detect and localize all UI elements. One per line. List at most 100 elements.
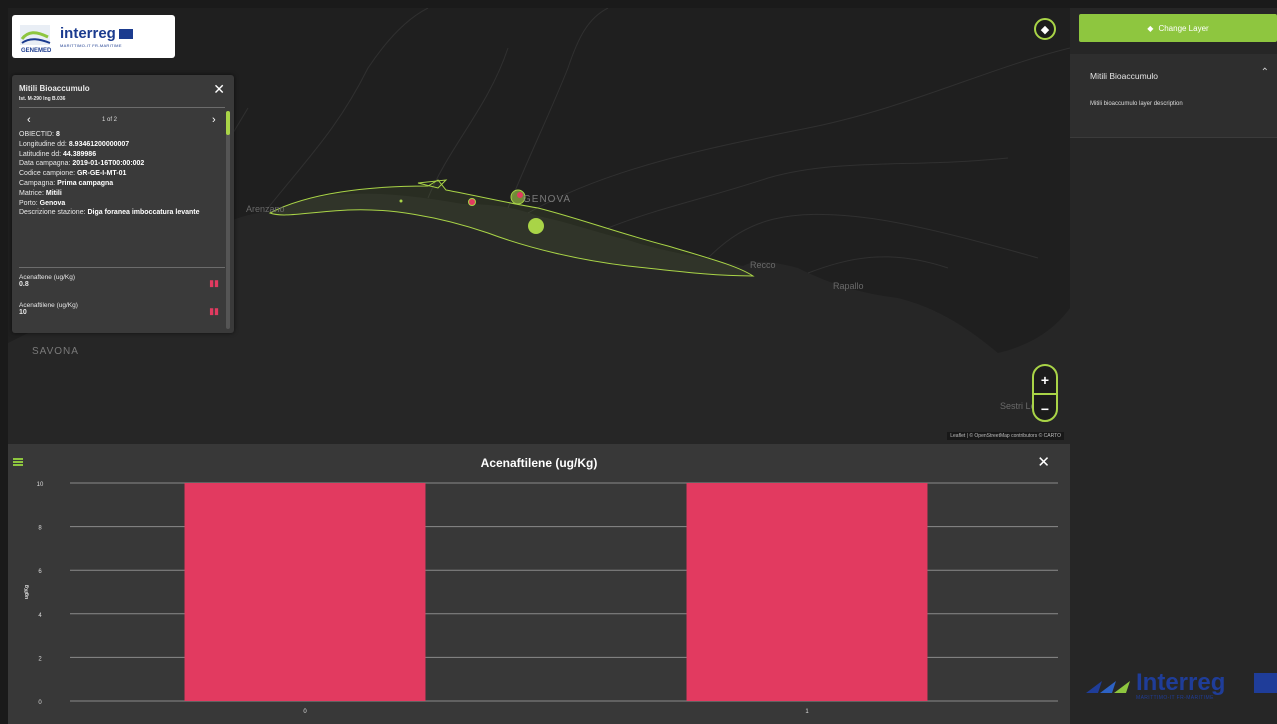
interreg-logo-word: interreg [60, 25, 116, 42]
map-label-rapallo: Rapallo [833, 281, 864, 291]
eu-flag-icon [1254, 673, 1277, 693]
chart-panel: 0 2 4 6 8 10 ug/Kg 0 1 Acenaftilene (ug/Kg) ✕ [8, 444, 1070, 724]
popup-divider [19, 107, 225, 108]
zoom-out-button[interactable]: − [1040, 400, 1050, 417]
popup-divider [19, 267, 225, 268]
measure-acenaftene: Acenaftene (ug/Kg) 0.8 ▮▮ [19, 274, 219, 288]
field-value: Diga foranea imboccatura levante [87, 209, 200, 217]
feature-popup: Mitili Bioaccumulo Ist. M-290 Ing B.036 … [12, 75, 234, 333]
map-label-recco: Recco [750, 260, 776, 270]
interreg-footer-word: Interreg [1136, 669, 1226, 696]
genemed-logo-text: GENEMED [21, 48, 52, 54]
field-longitude: Longitudine dd: 8.93461200000007 [19, 140, 219, 150]
interreg-logo-subtitle: MARITTIMO-IT FR-MARITIME [60, 43, 122, 48]
y-tick-label: 4 [38, 613, 42, 619]
x-tick-label: 1 [805, 709, 809, 715]
y-tick-label: 10 [37, 482, 44, 488]
popup-close-button[interactable]: ✕ [213, 81, 225, 98]
y-axis-label: ug/Kg [24, 585, 30, 599]
zoom-control: + − [1032, 364, 1058, 422]
zoom-in-button[interactable]: + [1040, 371, 1050, 388]
chart-title: Acenaftilene (ug/Kg) [480, 456, 598, 470]
zoom-divider [1034, 393, 1056, 395]
change-layer-label: Change Layer [1158, 23, 1209, 33]
layer-name: Mitili Bioaccumulo [1090, 71, 1159, 81]
close-icon: ✕ [1037, 454, 1050, 471]
field-label: Codice campione: [19, 170, 76, 178]
layers-toggle-button[interactable]: ◆ [1034, 18, 1056, 40]
field-objectid: OBIECTID: 8 [19, 130, 219, 140]
bar-chart-icon[interactable]: ▮▮ [209, 278, 219, 288]
interreg-logo: interreg MARITTIMO-IT FR-MARITIME [60, 25, 133, 48]
x-tick-label: 0 [303, 709, 307, 715]
field-date: Data campagna: 2019-01-16T00:00:002 [19, 159, 219, 169]
bar-chart: 0 2 4 6 8 10 ug/Kg 0 1 [24, 482, 1058, 715]
y-tick-label: 0 [38, 700, 42, 706]
field-label: Descrizione stazione: [19, 209, 86, 217]
popup-prev-button[interactable]: ‹ [27, 114, 31, 126]
field-value: 2019-01-16T00:00:002 [72, 160, 145, 168]
field-latitude: Latitudine dd: 44.389986 [19, 150, 219, 160]
interreg-footer-logo: Interreg MARITTIMO-IT FR-MARITIME [1084, 669, 1277, 709]
eu-flag-icon [118, 28, 133, 39]
genemed-logo: GENEMED [18, 19, 54, 55]
field-label: Porto: [19, 199, 38, 207]
measure-value: 10 [19, 309, 27, 316]
interreg-arrows-icon [1086, 681, 1130, 693]
field-port: Porto: Genova [19, 199, 219, 209]
interreg-footer-subtitle: MARITTIMO-IT FR-MARITIME [1136, 695, 1214, 701]
popup-scrollbar-thumb[interactable] [226, 111, 230, 135]
field-value: 8.93461200000007 [68, 140, 130, 148]
field-value: Prima campagna [57, 179, 114, 187]
bar-1[interactable] [686, 483, 928, 701]
field-matrix: Matrice: Mitili [19, 189, 219, 199]
bar-0[interactable] [184, 483, 426, 701]
popup-title: Mitili Bioaccumulo [19, 84, 90, 93]
chevron-right-icon: › [212, 114, 216, 126]
map-attribution[interactable]: Leaflet | © OpenStreetMap contributors ©… [947, 432, 1064, 440]
field-value: GR-GE-I-MT-01 [76, 170, 127, 178]
field-label: Campagna: [19, 179, 56, 187]
project-logo: GENEMED interreg MARITTIMO-IT FR-MARITIM… [12, 15, 175, 58]
field-label: Matrice: [19, 189, 44, 197]
map-label-genova: GENOVA [523, 194, 572, 205]
popup-scrollbar[interactable] [226, 111, 230, 329]
map-basemap [8, 8, 1070, 353]
measure-label: Acenaftilene (ug/Kg) [19, 302, 78, 309]
layer-description: Mitili bioaccumulo layer description [1090, 101, 1183, 107]
bar-chart-icon[interactable]: ▮▮ [209, 306, 219, 316]
chart-close-button[interactable]: ✕ [1037, 453, 1050, 471]
field-label: Longitudine dd: [19, 140, 67, 148]
field-label: Data campagna: [19, 160, 71, 168]
close-icon: ✕ [213, 81, 225, 97]
measure-acenaftilene: Acenaftilene (ug/Kg) 10 ▮▮ [19, 302, 219, 316]
chevron-left-icon: ‹ [27, 114, 31, 126]
change-layer-button[interactable]: ◆ Change Layer [1079, 14, 1277, 42]
popup-subtitle: Ist. M-290 Ing B.036 [19, 96, 66, 102]
popup-fields: OBIECTID: 8 Longitudine dd: 8.9346120000… [19, 130, 219, 218]
chart-menu-button[interactable] [13, 458, 23, 466]
y-tick-label: 6 [38, 569, 42, 575]
collapse-button[interactable]: ⌃ [1261, 67, 1269, 78]
field-label: OBIECTID: [19, 131, 55, 138]
map-label-sestri-levante: Sestri Levante [1000, 401, 1058, 411]
layer-panel: Mitili Bioaccumulo ⌃ Mitili bioaccumulo … [1070, 54, 1277, 138]
layers-icon: ◆ [1040, 23, 1050, 36]
measure-label: Acenaftene (ug/Kg) [19, 274, 76, 281]
field-station-description: Descrizione stazione: Diga foranea imboc… [19, 208, 219, 218]
field-sample-code: Codice campione: GR-GE-I-MT-01 [19, 169, 219, 179]
field-value: 44.389986 [63, 150, 97, 158]
layers-icon: ◆ [1147, 23, 1154, 33]
field-value: Genova [39, 199, 66, 207]
y-tick-label: 8 [38, 526, 42, 532]
chevron-up-icon: ⌃ [1260, 67, 1269, 78]
map-label-arenzano: Arenzano [246, 204, 285, 214]
map-label-savona: SAVONA [32, 346, 79, 357]
y-tick-label: 2 [38, 656, 42, 662]
field-campaign: Campagna: Prima campagna [19, 179, 219, 189]
sidebar: ◆ Change Layer Mitili Bioaccumulo ⌃ Miti… [1070, 8, 1277, 724]
field-value: Mitili [45, 189, 62, 197]
popup-next-button[interactable]: › [212, 114, 216, 126]
map[interactable]: Arenzano GENOVA Recco Rapallo SAVONA Ses… [8, 8, 1070, 444]
